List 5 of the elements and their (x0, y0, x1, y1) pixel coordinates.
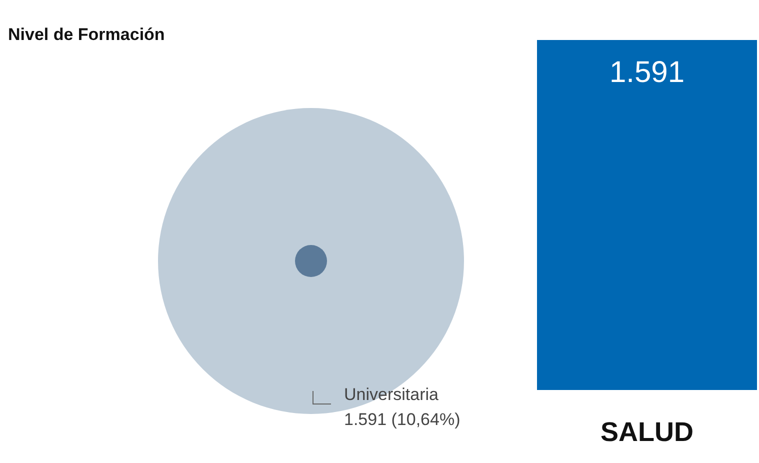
category-label: Universitaria (344, 385, 440, 404)
data-label: 1.591 (10,64%) (344, 410, 460, 429)
category-label: SALUD (600, 417, 694, 447)
text: Nivel de Formación (8, 25, 165, 44)
data-label: 1.591 (609, 56, 685, 89)
